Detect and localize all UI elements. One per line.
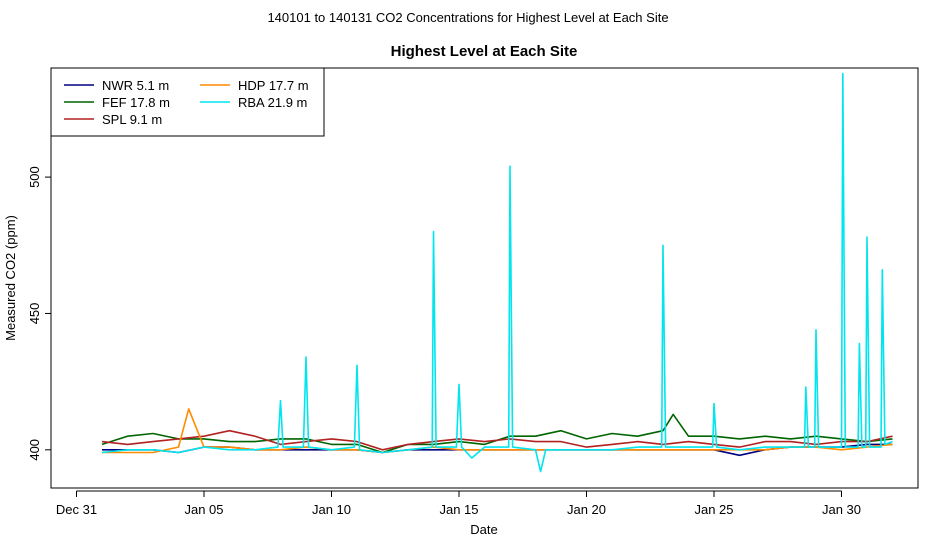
x-tick-label: Jan 10 xyxy=(312,502,351,517)
chart-legend: NWR 5.1 m FEF 17.8 m SPL 9.1 m HDP 17.7 m RB… xyxy=(50,67,325,137)
y-axis-label: Measured CO2 (ppm) xyxy=(3,215,18,341)
legend-label-hdp: HDP 17.7 m xyxy=(238,78,309,93)
series-layer xyxy=(101,72,893,473)
legend-box xyxy=(50,67,325,137)
x-tick-label: Jan 25 xyxy=(694,502,733,517)
legend-label-nwr: NWR 5.1 m xyxy=(102,78,169,93)
series-line-rba xyxy=(101,72,893,473)
legend-label-spl: SPL 9.1 m xyxy=(102,112,162,127)
legend-label-rba: RBA 21.9 m xyxy=(238,95,307,110)
chart-title: Highest Level at Each Site xyxy=(391,43,578,60)
x-tick-label: Jan 15 xyxy=(439,502,478,517)
x-axis-label: Date xyxy=(470,522,497,537)
x-tick-label: Dec 31 xyxy=(56,502,97,517)
y-tick-label: 400 xyxy=(27,439,42,461)
y-tick-label: 450 xyxy=(27,303,42,325)
x-tick-label: Jan 20 xyxy=(567,502,606,517)
x-tick-label: Jan 05 xyxy=(184,502,223,517)
y-axis: 400 450 500 xyxy=(27,166,52,461)
y-tick-label: 500 xyxy=(27,166,42,188)
window-title: 140101 to 140131 CO2 Concentrations for … xyxy=(267,10,668,25)
legend-label-fef: FEF 17.8 m xyxy=(102,95,170,110)
series-line-spl xyxy=(101,429,893,451)
x-tick-label: Jan 30 xyxy=(822,502,861,517)
series-line-fef xyxy=(101,413,893,454)
x-axis: Dec 31 Jan 05 Jan 10 Jan 15 Jan 20 Jan 25 Jan … xyxy=(56,490,861,517)
series-line-hdp xyxy=(102,408,893,454)
